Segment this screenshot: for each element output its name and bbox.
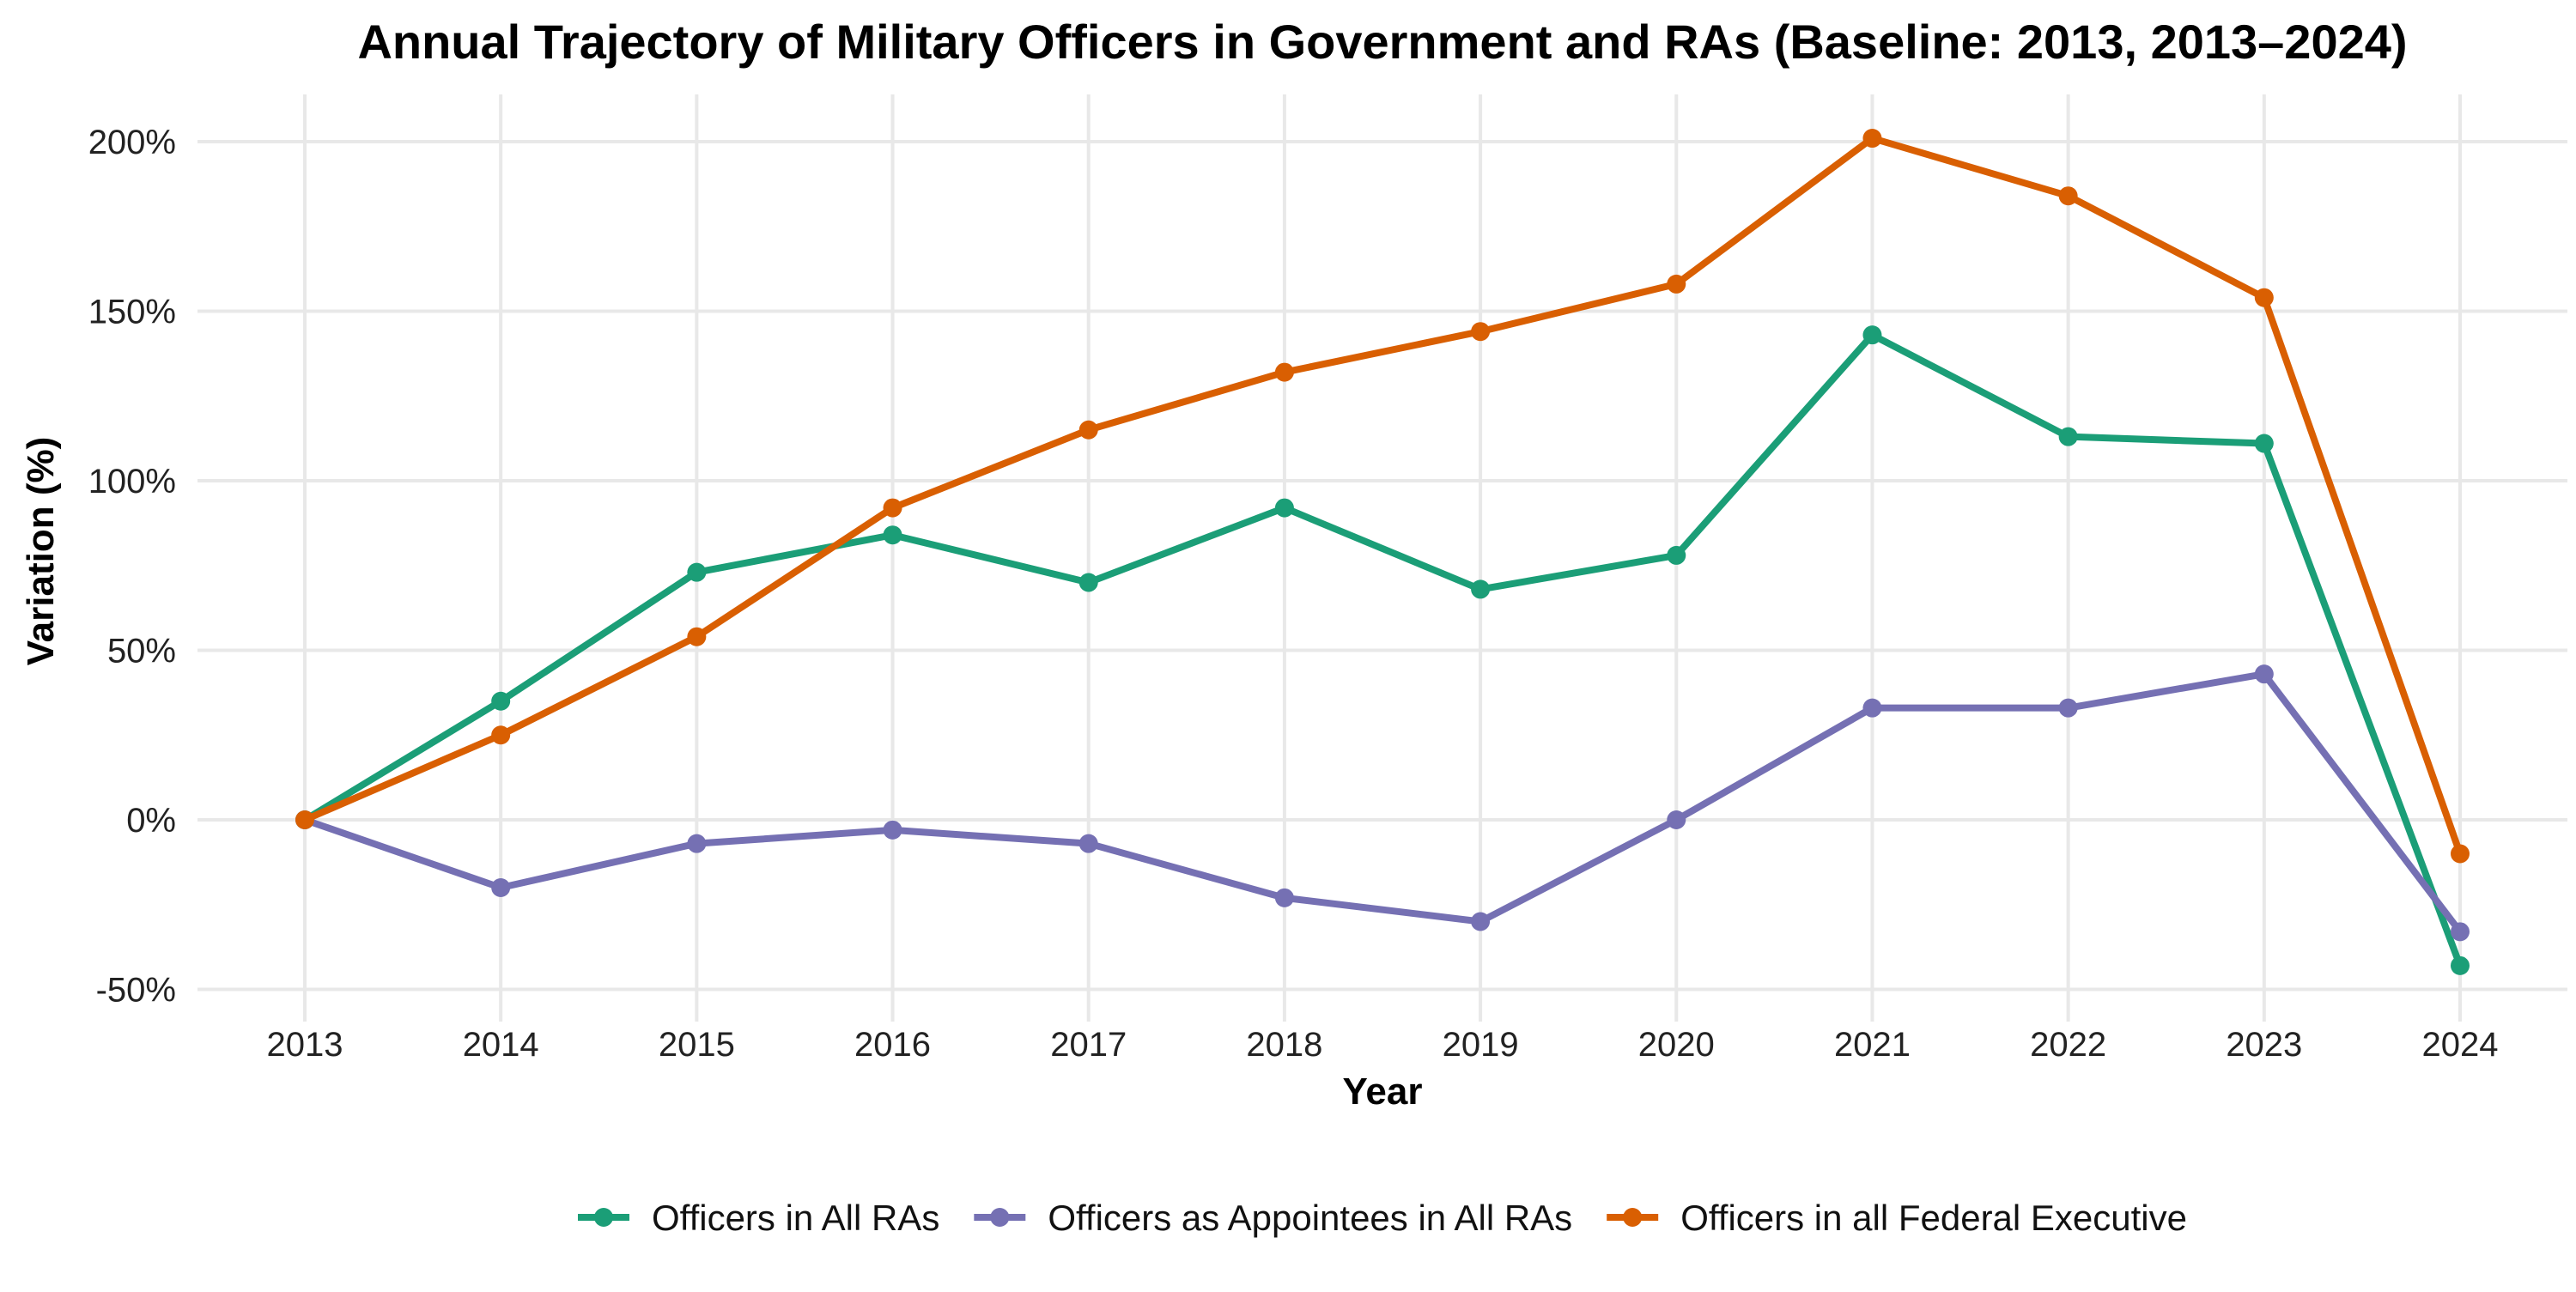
data-point bbox=[295, 810, 314, 829]
series-lines bbox=[295, 129, 2470, 975]
data-point bbox=[687, 562, 707, 582]
data-point bbox=[2254, 664, 2274, 684]
legend-swatch-point bbox=[593, 1208, 613, 1227]
data-point bbox=[1274, 888, 1294, 907]
data-point bbox=[1274, 362, 1294, 382]
series-1 bbox=[295, 325, 2470, 975]
x-tick-label: 2018 bbox=[1246, 1026, 1322, 1064]
legend: Officers in All RAs Officers as Appointee… bbox=[577, 1198, 2187, 1238]
y-tick-label: 200% bbox=[88, 124, 176, 161]
series-2 bbox=[295, 664, 2470, 942]
legend-label: Officers in All RAs bbox=[652, 1198, 939, 1238]
x-axis-ticks: 2013 2014 2015 2016 2017 2018 2019 2020 2021 2022… bbox=[267, 1026, 2499, 1064]
y-tick-label: 150% bbox=[88, 294, 176, 331]
data-point bbox=[491, 725, 511, 745]
data-point bbox=[1667, 810, 1686, 829]
data-point bbox=[883, 525, 902, 545]
x-tick-label: 2014 bbox=[463, 1026, 539, 1064]
series-3 bbox=[295, 129, 2470, 864]
data-point bbox=[1471, 579, 1491, 599]
legend-label: Officers as Appointees in All RAs bbox=[1048, 1198, 1572, 1238]
data-point bbox=[2254, 288, 2274, 307]
data-point bbox=[1078, 834, 1098, 853]
data-point bbox=[2058, 427, 2078, 446]
y-tick-label: 100% bbox=[88, 463, 176, 500]
x-tick-label: 2022 bbox=[2030, 1026, 2106, 1064]
legend-item: Officers in All RAs bbox=[577, 1198, 939, 1238]
series-line bbox=[301, 331, 2464, 969]
legend-item: Officers in all Federal Executive bbox=[1607, 1198, 2187, 1238]
y-tick-label: -50% bbox=[96, 972, 176, 1010]
data-point bbox=[1667, 274, 1686, 294]
data-point bbox=[1667, 545, 1686, 565]
data-point bbox=[2058, 186, 2078, 206]
x-tick-label: 2023 bbox=[2226, 1026, 2302, 1064]
data-point bbox=[1078, 420, 1098, 440]
legend-swatch-point bbox=[990, 1208, 1010, 1227]
data-point bbox=[1862, 129, 1882, 149]
series-line bbox=[301, 670, 2464, 936]
data-point bbox=[2254, 434, 2274, 453]
data-point bbox=[2451, 922, 2470, 942]
data-point bbox=[491, 878, 511, 897]
legend-item: Officers as Appointees in All RAs bbox=[974, 1198, 1572, 1238]
data-point bbox=[2058, 698, 2078, 718]
series-line bbox=[301, 135, 2464, 858]
x-tick-label: 2020 bbox=[1638, 1026, 1715, 1064]
data-point bbox=[2451, 955, 2470, 975]
x-tick-label: 2016 bbox=[854, 1026, 931, 1064]
data-point bbox=[1274, 498, 1294, 518]
x-tick-label: 2021 bbox=[1834, 1026, 1911, 1064]
data-point bbox=[2451, 844, 2470, 864]
y-axis-title: Variation (%) bbox=[20, 437, 62, 666]
data-point bbox=[883, 820, 902, 840]
data-point bbox=[687, 627, 707, 646]
data-point bbox=[1862, 325, 1882, 345]
data-point bbox=[883, 498, 902, 518]
data-point bbox=[687, 834, 707, 853]
data-point bbox=[491, 691, 511, 711]
legend-label: Officers in all Federal Executive bbox=[1680, 1198, 2187, 1238]
x-axis-title: Year bbox=[1343, 1071, 1423, 1113]
y-tick-label: 0% bbox=[126, 802, 176, 840]
gridlines bbox=[197, 94, 2567, 1022]
x-tick-label: 2017 bbox=[1050, 1026, 1127, 1064]
x-tick-label: 2013 bbox=[267, 1026, 343, 1064]
data-point bbox=[1471, 912, 1491, 931]
data-point bbox=[1862, 698, 1882, 718]
x-tick-label: 2015 bbox=[659, 1026, 735, 1064]
y-tick-label: 50% bbox=[107, 633, 176, 670]
y-axis-ticks: -50% 0% 50% 100% 150% 200% bbox=[88, 124, 176, 1010]
legend-swatch-point bbox=[1623, 1208, 1643, 1227]
x-tick-label: 2024 bbox=[2422, 1026, 2499, 1064]
data-point bbox=[1471, 322, 1491, 342]
chart-title: Annual Trajectory of Military Officers i… bbox=[357, 15, 2407, 69]
x-tick-label: 2019 bbox=[1443, 1026, 1519, 1064]
data-point bbox=[1078, 573, 1098, 592]
